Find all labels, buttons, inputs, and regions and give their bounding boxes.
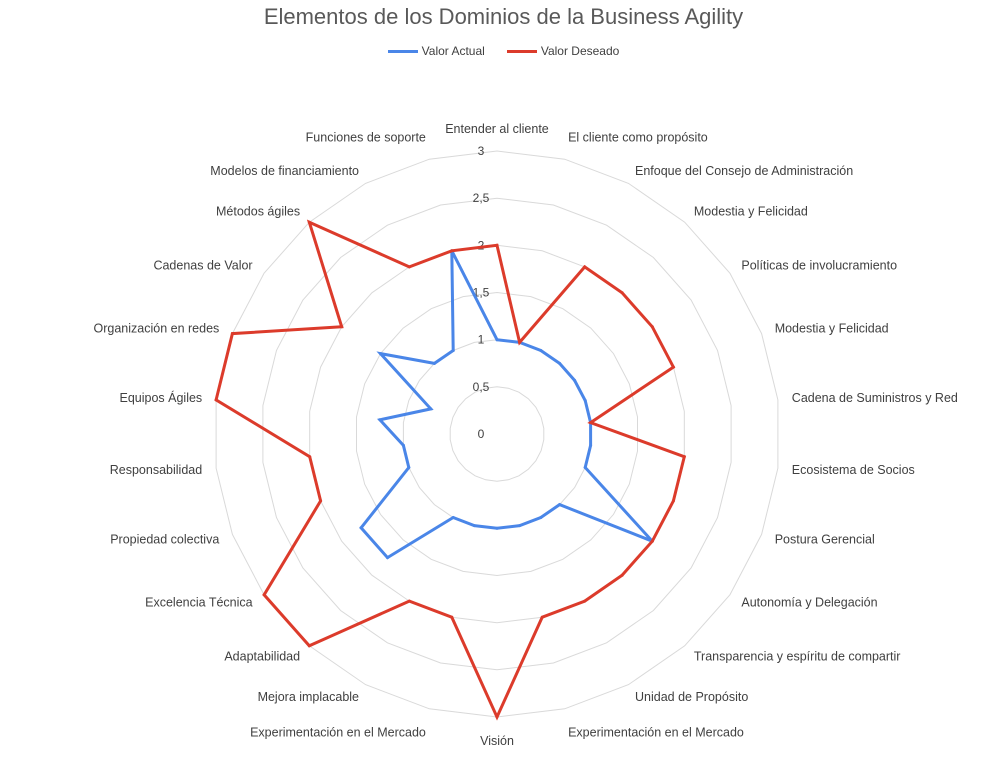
data-point-1: [620, 291, 624, 295]
category-label: Propiedad colectiva: [110, 532, 219, 546]
data-point-0: [558, 503, 562, 507]
data-point-1: [450, 249, 454, 253]
category-label: Equipos Ágiles: [119, 390, 202, 405]
r-tick-label: 1: [478, 333, 485, 347]
grid-ring: [449, 386, 545, 482]
legend-swatch-desired: [506, 49, 537, 53]
data-point-0: [429, 407, 433, 411]
grid-ring: [356, 291, 638, 577]
r-tick-label: 0: [478, 427, 485, 441]
category-label: Visión: [480, 734, 514, 748]
data-point-1: [214, 398, 218, 402]
grid-ring: [215, 150, 779, 718]
data-point-0: [407, 466, 411, 469]
data-point-1: [495, 243, 499, 247]
category-label: Unidad de Propósito: [635, 690, 748, 704]
data-point-1: [307, 220, 311, 224]
category-label: Responsabilidad: [110, 463, 202, 477]
legend-swatch-actual: [387, 49, 418, 53]
data-point-0: [451, 349, 455, 352]
category-label: Cadenas de Valor: [153, 258, 252, 272]
data-point-0: [495, 526, 499, 530]
data-point-1: [518, 340, 522, 344]
category-label: El cliente como propósito: [568, 131, 708, 145]
legend-item-actual: Valor Actual: [387, 44, 485, 58]
category-label: Transparencia y espíritu de compartir: [694, 649, 901, 663]
data-point-1: [583, 599, 587, 603]
legend-item-desired: Valor Deseado: [506, 44, 620, 58]
category-label: Cadena de Suministros y Red: [792, 391, 958, 405]
legend-label-actual: Valor Actual: [421, 44, 485, 58]
category-label: Políticas de involucramiento: [741, 258, 897, 272]
data-point-0: [539, 349, 543, 352]
data-point-0: [472, 524, 476, 528]
data-point-1: [308, 455, 312, 459]
data-point-1: [671, 499, 675, 503]
data-point-0: [583, 399, 587, 402]
category-label: Modestia y Felicidad: [775, 322, 889, 336]
data-point-1: [671, 365, 675, 369]
r-tick-label: 2: [478, 238, 485, 252]
r-tick-label: 2,5: [473, 191, 490, 205]
data-point-1: [407, 599, 411, 603]
data-point-0: [451, 516, 455, 519]
r-tick-label: 0,5: [473, 380, 490, 394]
data-point-1: [262, 593, 266, 597]
category-label: Modelos de financiamiento: [210, 164, 359, 178]
category-label: Modestia y Felicidad: [694, 205, 808, 219]
category-label: Entender al cliente: [445, 122, 549, 136]
data-point-0: [379, 352, 382, 356]
category-label: Ecosistema de Socios: [792, 463, 915, 477]
r-tick-label: 1,5: [473, 286, 490, 300]
category-label: Experimentación en el Mercado: [250, 725, 426, 739]
data-point-1: [340, 325, 344, 329]
data-point-1: [307, 644, 311, 648]
data-point-0: [518, 524, 522, 528]
data-point-0: [359, 526, 363, 530]
category-label: Métodos ágiles: [216, 205, 300, 219]
series-line-0: [359, 250, 654, 560]
category-label: Excelencia Técnica: [145, 596, 253, 610]
data-point-1: [650, 325, 654, 329]
data-point-1: [682, 455, 686, 459]
legend: Valor Actual Valor Deseado: [0, 44, 1007, 58]
data-point-1: [407, 265, 411, 269]
chart-title: Elementos de los Dominios de la Business…: [263, 4, 744, 29]
data-point-0: [539, 516, 543, 519]
data-point-0: [558, 361, 562, 365]
data-point-1: [583, 265, 587, 269]
data-point-0: [401, 443, 405, 447]
category-label: Enfoque del Consejo de Administración: [635, 164, 853, 178]
category-label: Postura Gerencial: [775, 532, 875, 546]
data-point-1: [495, 715, 499, 719]
series-line-1: [214, 219, 687, 721]
category-label: Autonomía y Delegación: [741, 596, 877, 610]
data-point-1: [450, 615, 454, 619]
data-point-1: [650, 539, 654, 543]
category-label: Organización en redes: [94, 322, 220, 336]
data-point-1: [230, 332, 234, 336]
category-label: Funciones de soporte: [306, 131, 426, 145]
data-point-0: [432, 361, 436, 365]
category-label: Experimentación en el Mercado: [568, 725, 744, 739]
data-point-1: [319, 499, 323, 503]
grid-ring: [309, 244, 685, 624]
legend-label-desired: Valor Deseado: [540, 44, 620, 58]
data-point-1: [620, 573, 624, 577]
category-label: Adaptabilidad: [224, 649, 300, 663]
data-point-0: [495, 338, 499, 342]
data-point-0: [378, 418, 382, 422]
data-point-1: [589, 421, 593, 425]
data-point-0: [573, 378, 577, 382]
data-point-0: [589, 443, 593, 447]
category-label: Mejora implacable: [258, 690, 359, 704]
data-point-1: [540, 615, 544, 619]
grid-ring: [262, 197, 732, 671]
data-point-0: [583, 466, 587, 469]
data-point-0: [386, 556, 389, 560]
r-tick-label: 3: [478, 144, 485, 158]
